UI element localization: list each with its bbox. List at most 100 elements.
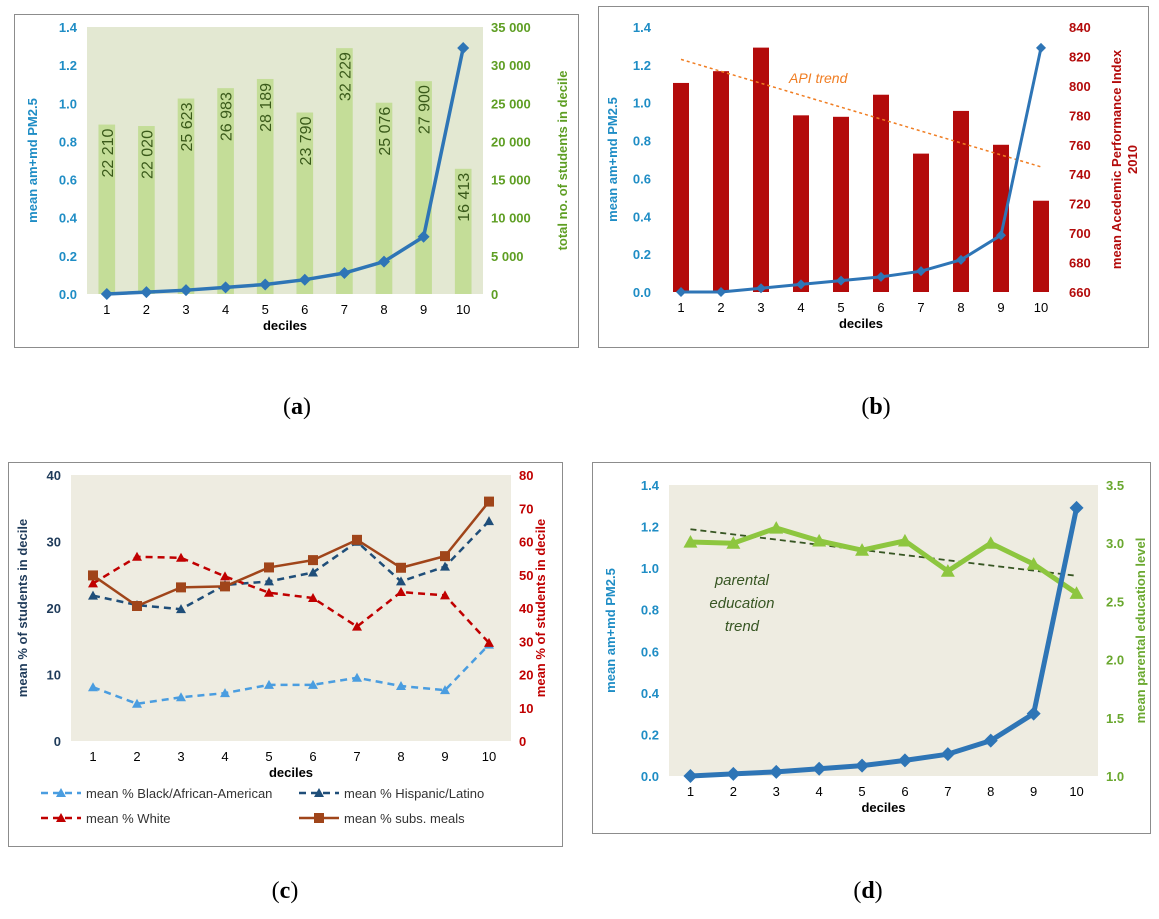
data-point (440, 590, 450, 600)
bar-data-label: 22 210 (100, 128, 117, 177)
y2-tick-label: 1.5 (1106, 711, 1124, 726)
x-tick-label: 1 (687, 784, 694, 799)
bar (673, 82, 689, 292)
chart-c-svg: 0 10 20 30 40 0 10 20 30 40 50 60 70 80 1 2 3 4 5 6 7 8 9 10 dec… (15, 468, 548, 826)
y-tick-label: 0.0 (59, 287, 77, 302)
chart-panel-c: 0 10 20 30 40 0 10 20 30 40 50 60 70 80 1 2 3 4 5 6 7 8 9 10 dec… (8, 462, 563, 847)
data-point (308, 679, 318, 689)
data-point (940, 564, 955, 577)
series-line (690, 507, 1079, 779)
y2-tick-label: 800 (1069, 79, 1091, 94)
data-point (176, 552, 186, 562)
data-point (417, 230, 430, 243)
y-tick-label: 0.8 (59, 134, 77, 149)
data-point (264, 576, 274, 586)
y-tick-label: 1.0 (633, 96, 651, 111)
data-point (726, 536, 741, 549)
bar-data-label: 26 983 (219, 92, 236, 141)
data-point (897, 533, 912, 547)
y-tick-label: 20 (47, 601, 61, 616)
trend-label: API trend (788, 70, 849, 86)
y2-tick-label: 30 000 (491, 58, 531, 73)
y-tick-label: 0.8 (633, 134, 651, 149)
bar-data-label: 28 189 (258, 83, 275, 132)
y-tick-label: 0.2 (59, 249, 77, 264)
x-tick-label: 1 (103, 302, 110, 317)
y2-tick-label: 40 (519, 601, 533, 616)
data-point (298, 273, 311, 286)
y2-tick-label: 20 000 (491, 134, 531, 149)
x-tick-label: 1 (89, 749, 96, 764)
bar (993, 144, 1009, 292)
data-point (100, 288, 113, 300)
data-point (1026, 557, 1041, 570)
bar (833, 116, 849, 292)
bar (753, 47, 769, 292)
data-point (769, 764, 784, 779)
series-line (92, 500, 490, 608)
bar (1033, 200, 1049, 292)
y-tick-label: 0.6 (59, 173, 77, 188)
bar-data-label: 23 790 (298, 116, 315, 165)
y-tick-label: 1.0 (59, 96, 77, 111)
data-point (88, 590, 98, 600)
data-point (176, 604, 186, 614)
bar (913, 153, 929, 292)
x-tick-label: 9 (420, 302, 427, 317)
plot-area (669, 485, 1098, 776)
bar-data-label: 16 413 (456, 173, 473, 222)
x-tick-label: 8 (397, 749, 404, 764)
caption-a: (a) (283, 394, 311, 420)
x-tick-label: 8 (957, 300, 964, 315)
data-point (683, 535, 698, 548)
y-tick-label: 0.2 (641, 727, 659, 742)
chart-d-svg: 0.0 0.2 0.4 0.6 0.8 1.0 1.2 1.4 1.0 1.5 2.0 2.5 3.0 3… (603, 478, 1148, 815)
x-tick-label: 10 (456, 302, 470, 317)
data-point (876, 271, 886, 282)
data-point (676, 287, 686, 297)
y-tick-label: 0.8 (641, 603, 659, 618)
y-tick-label: 0.6 (633, 171, 651, 186)
y2-tick-label: 70 (519, 501, 533, 516)
data-point (484, 516, 494, 526)
bar-data-label: 25 076 (377, 107, 394, 156)
y2-tick-label: 25 000 (491, 96, 531, 111)
data-point (176, 692, 186, 702)
x-tick-label: 5 (837, 300, 844, 315)
data-point (132, 551, 142, 561)
series-line (681, 47, 1043, 294)
y2-tick-label: 30 (519, 634, 533, 649)
y-axis-title: mean am+md PM2.5 (605, 97, 620, 222)
data-point (916, 266, 926, 277)
y-tick-label: 1.4 (633, 20, 652, 35)
series-line (106, 47, 465, 296)
x-axis-title: deciles (269, 765, 313, 780)
x-axis-title: deciles (263, 318, 307, 333)
data-point (220, 581, 230, 592)
data-point (796, 279, 806, 290)
y2-tick-label: 2.0 (1106, 653, 1124, 668)
bar (375, 102, 393, 295)
caption-d: (d) (853, 878, 883, 904)
bar (454, 168, 472, 294)
bar (296, 112, 314, 294)
x-tick-label: 2 (730, 784, 737, 799)
y2-tick-label: 760 (1069, 138, 1091, 153)
y-tick-label: 40 (47, 468, 61, 483)
data-point (176, 582, 186, 593)
data-point (264, 562, 274, 573)
y-tick-label: 0.0 (633, 285, 651, 300)
data-point (180, 284, 192, 297)
x-tick-label: 2 (133, 749, 140, 764)
y2-tick-label: 3.0 (1106, 536, 1124, 551)
data-point (396, 562, 406, 573)
data-point (812, 761, 827, 776)
legend-label: mean % Hispanic/Latino (344, 786, 484, 801)
y-tick-label: 1.4 (59, 20, 78, 35)
data-point (983, 733, 998, 748)
x-tick-label: 10 (1069, 784, 1083, 799)
y-tick-label: 0.4 (59, 211, 78, 226)
bar-data-label: 25 623 (179, 102, 196, 151)
x-tick-label: 7 (353, 749, 360, 764)
legend-label: mean % White (86, 811, 171, 826)
